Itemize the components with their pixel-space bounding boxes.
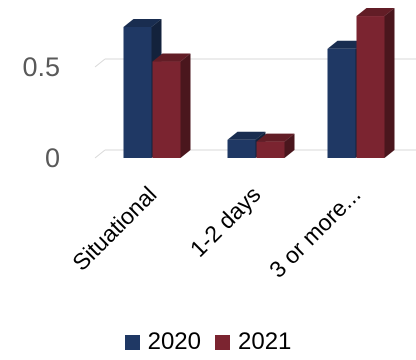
bar-top [152,53,191,62]
legend-item-2021: 2021 [215,328,291,356]
bar [327,48,356,158]
bar [227,139,256,158]
y-tick-label: 0 [45,143,60,173]
bar-top [327,40,366,49]
legend-label-2020: 2020 [147,328,201,355]
gridline-depth [94,58,106,68]
x-category-label: 1-2 days [185,181,266,262]
bar-top [356,8,395,17]
bar-side [384,8,395,159]
bar [152,61,181,158]
bar [123,26,152,159]
bar-top [227,131,266,140]
bar-side [180,53,191,158]
x-category-label: Situational [67,181,161,275]
bar-top [256,133,295,142]
bar [356,16,385,159]
x-category-label: 3 or more... [264,181,366,283]
legend-swatch-2020 [124,334,140,350]
bar [256,141,285,158]
bar-top [123,18,162,27]
bar-side [284,133,295,158]
legend: 2020 2021 [0,325,416,359]
gridline-depth [94,149,106,159]
legend-swatch-2021 [215,334,230,350]
y-tick-label: 0.5 [22,52,60,82]
legend-item-2020: 2020 [124,328,201,356]
legend-label-2021: 2021 [238,328,292,355]
